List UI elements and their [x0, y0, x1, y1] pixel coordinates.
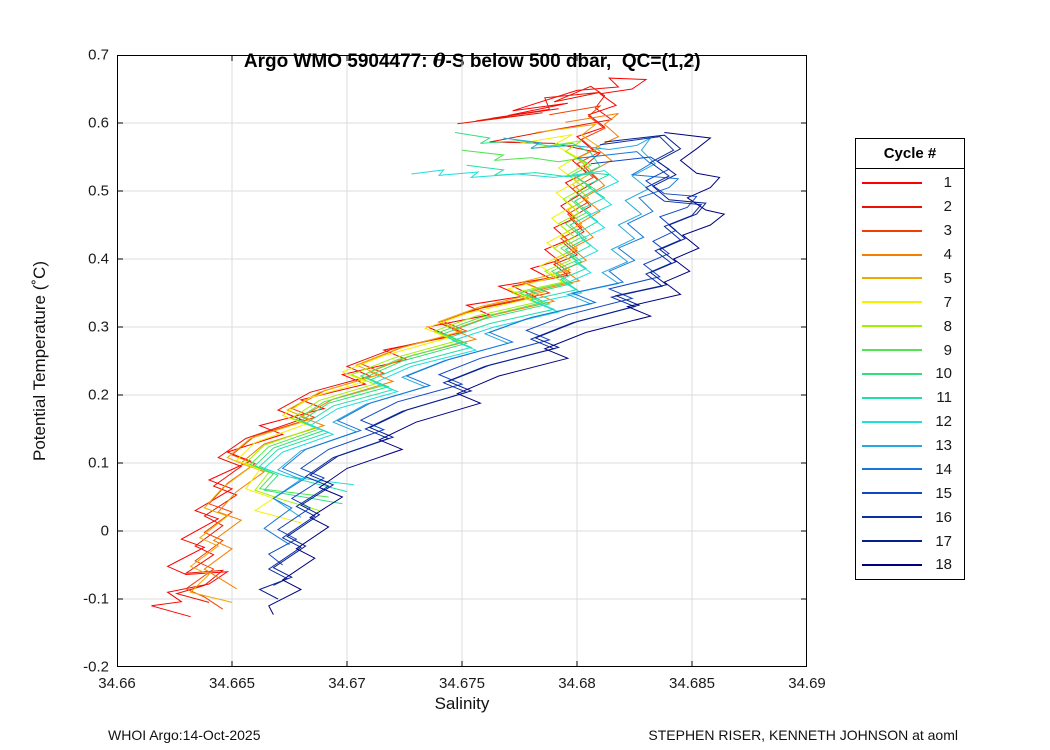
- legend-line-sample: [862, 444, 922, 447]
- y-tick-label: 0.1: [88, 454, 109, 472]
- x-tick-label: 34.69: [788, 675, 826, 692]
- legend-cycle-label: 9: [943, 341, 952, 359]
- legend-row: 14: [856, 458, 964, 480]
- x-tick-label: 34.68: [558, 675, 596, 692]
- y-tick-label: -0.1: [83, 590, 109, 608]
- profile-line-cycle-16: [267, 136, 703, 586]
- legend-row: 9: [856, 339, 964, 361]
- legend-row: 5: [856, 267, 964, 289]
- legend-row: 4: [856, 244, 964, 266]
- legend-cycle-label: 1: [943, 174, 952, 192]
- profile-line-cycle-2: [174, 85, 613, 603]
- profile-line-cycle-14: [263, 151, 680, 546]
- legend-cycle-label: 7: [943, 293, 952, 311]
- legend-cycle-label: 4: [943, 246, 952, 264]
- x-tick-label: 34.685: [669, 675, 715, 692]
- y-tick-label: -0.2: [83, 658, 109, 676]
- profile-line-cycle-8: [244, 140, 588, 512]
- profile-line-cycle-18: [268, 132, 726, 615]
- y-tick-label: 0.7: [88, 46, 109, 64]
- legend-cycle-label: 16: [935, 508, 952, 526]
- credit-whoi-argo: WHOI Argo:14-Oct-2025: [108, 727, 261, 743]
- profile-line-cycle-17: [258, 134, 707, 600]
- legend-line-sample: [862, 301, 922, 304]
- profile-line-cycle-1: [151, 77, 648, 618]
- legend-cycle-label: 18: [935, 556, 952, 574]
- profile-line-cycle-11: [258, 164, 612, 493]
- legend-line-sample: [862, 277, 922, 280]
- legend-line-sample: [862, 468, 922, 471]
- legend-cycle-label: 15: [935, 484, 952, 502]
- legend-line-sample: [862, 229, 922, 232]
- legend-line-sample: [862, 372, 922, 375]
- legend-line-sample: [862, 349, 922, 352]
- legend-cycle-label: 8: [943, 317, 952, 335]
- legend-line-sample: [862, 181, 922, 184]
- legend-row: 1: [856, 172, 964, 194]
- legend-row: 11: [856, 387, 964, 409]
- profile-line-cycle-10: [254, 132, 601, 505]
- legend-row: 3: [856, 220, 964, 242]
- legend-line-sample: [862, 516, 922, 519]
- x-tick-label: 34.66: [98, 675, 136, 692]
- legend-cycle-label: 10: [935, 365, 952, 383]
- profile-line-cycle-7: [235, 134, 579, 524]
- profile-line-cycle-15: [267, 156, 698, 566]
- legend-cycle-label: 17: [935, 532, 952, 550]
- y-tick-label: 0.3: [88, 318, 109, 336]
- legend-cycle-label: 2: [943, 198, 952, 216]
- legend-row: 18: [856, 554, 964, 576]
- profile-line-cycle-4: [203, 113, 620, 590]
- legend-row: 10: [856, 363, 964, 385]
- legend-rows: 1 2 3 4 5 7 8 9 10 11 12 13 14 15 16 17 18: [856, 169, 964, 579]
- legend-cycle-label: 14: [935, 460, 952, 478]
- legend-row: 13: [856, 435, 964, 457]
- legend-row: 15: [856, 482, 964, 504]
- x-tick-label: 34.665: [209, 675, 255, 692]
- x-tick-label: 34.675: [439, 675, 485, 692]
- credit-authors: STEPHEN RISER, KENNETH JOHNSON at aoml: [648, 727, 958, 743]
- y-axis-label: Potential Temperature (˚C): [30, 261, 49, 461]
- legend-cycle-label: 5: [943, 269, 952, 287]
- profile-line-cycle-12: [263, 169, 620, 486]
- legend-line-sample: [862, 396, 922, 399]
- legend-row: 7: [856, 291, 964, 313]
- y-tick-label: 0: [100, 522, 109, 540]
- legend: Cycle # 1 2 3 4 5 7 8 9 10 11 12 13 14 15 16 17 18: [855, 138, 965, 580]
- chart-title-prefix: Argo WMO 5904477:: [243, 51, 433, 72]
- legend-line-sample: [862, 540, 922, 543]
- y-tick-label: 0.6: [88, 114, 109, 132]
- legend-line-sample: [862, 205, 922, 208]
- x-axis-label: Salinity: [434, 694, 490, 713]
- legend-line-sample: [862, 325, 922, 328]
- legend-line-sample: [862, 492, 922, 495]
- legend-title: Cycle #: [856, 139, 964, 169]
- legend-line-sample: [862, 420, 922, 423]
- y-tick-label: 0.4: [88, 250, 109, 268]
- legend-row: 2: [856, 196, 964, 218]
- y-tick-label: 0.5: [88, 182, 109, 200]
- legend-cycle-label: 3: [943, 222, 952, 240]
- plot-canvas: [117, 55, 807, 667]
- legend-cycle-label: 11: [936, 389, 952, 407]
- legend-row: 17: [856, 530, 964, 552]
- legend-row: 12: [856, 411, 964, 433]
- legend-row: 8: [856, 315, 964, 337]
- legend-cycle-label: 13: [935, 437, 952, 455]
- x-tick-label: 34.67: [328, 675, 366, 692]
- legend-cycle-label: 12: [935, 413, 952, 431]
- y-tick-label: 0.2: [88, 386, 109, 404]
- legend-row: 16: [856, 506, 964, 528]
- legend-line-sample: [862, 253, 922, 256]
- profile-line-cycle-13: [272, 137, 657, 518]
- legend-line-sample: [862, 563, 922, 566]
- plot-area: [117, 55, 807, 667]
